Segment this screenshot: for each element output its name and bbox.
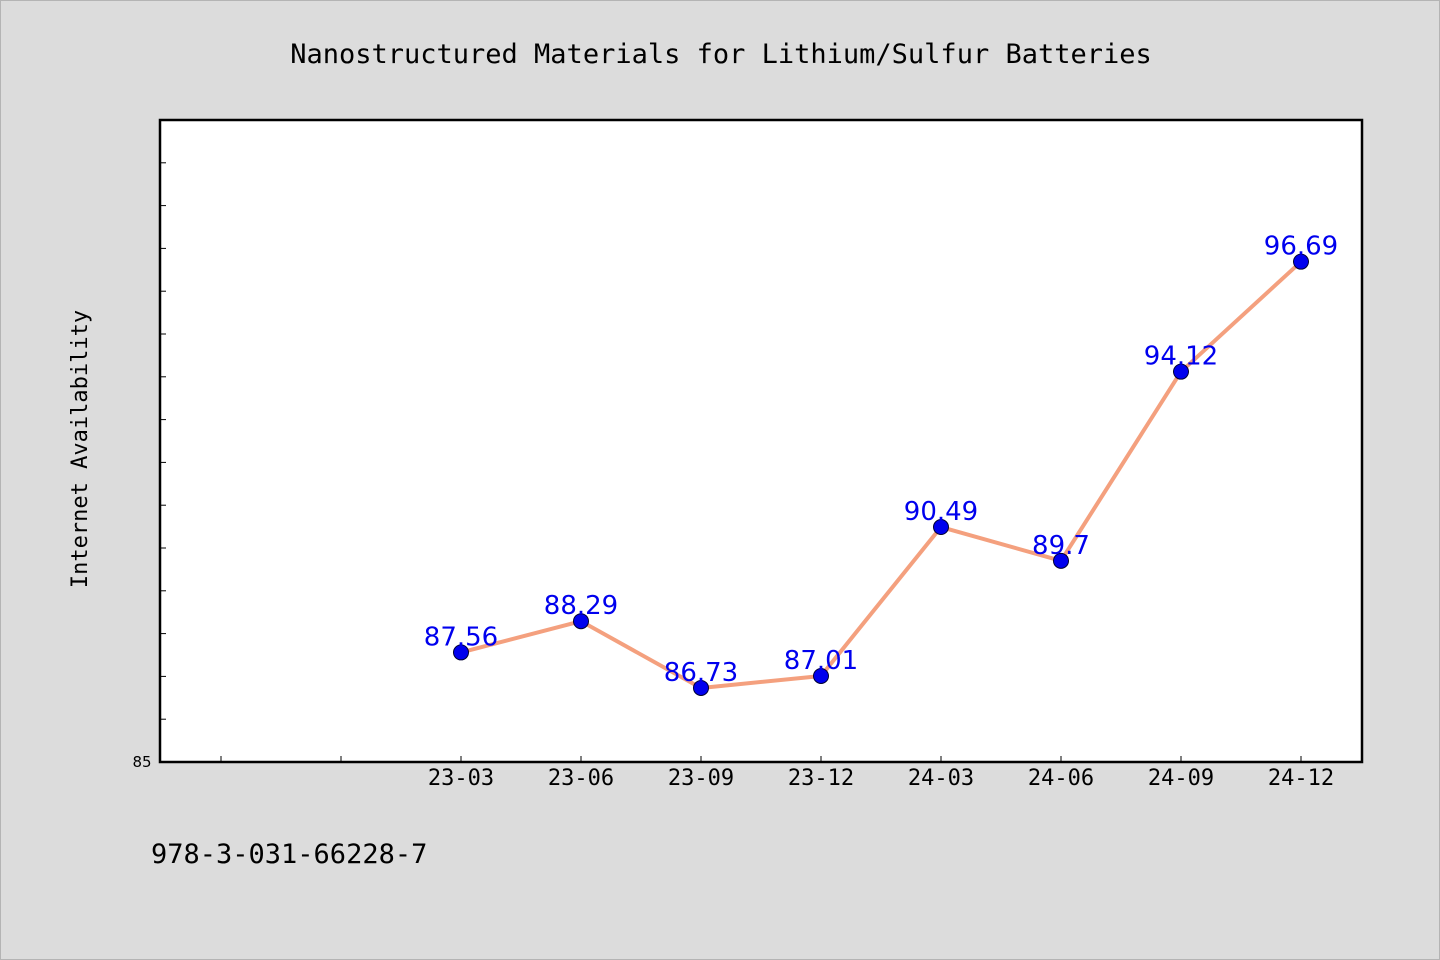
x-tick-label: 24-03 — [908, 766, 974, 791]
data-label: 87.56 — [424, 622, 498, 652]
data-point — [453, 644, 469, 661]
data-label: 88.29 — [544, 591, 618, 621]
chart-title: Nanostructured Materials for Lithium/Sul… — [290, 39, 1152, 70]
data-point — [693, 679, 709, 696]
x-tick-label: 24-12 — [1268, 766, 1334, 791]
x-tick-label: 23-03 — [428, 766, 494, 791]
data-point — [1053, 552, 1069, 569]
data-label: 94.12 — [1144, 342, 1218, 372]
data-point — [573, 613, 589, 630]
data-point — [813, 667, 829, 684]
x-tick-label: 23-09 — [668, 766, 734, 791]
data-label: 96.69 — [1264, 232, 1338, 262]
x-tick-label: 23-12 — [788, 766, 854, 791]
isbn-text: 978-3-031-66228-7 — [151, 839, 427, 870]
y-axis-ticks — [160, 162, 166, 763]
y-tick-label-85: 85 — [132, 753, 151, 771]
series-line — [460, 260, 1303, 690]
plot-area — [158, 118, 1364, 764]
data-label: 90.49 — [904, 497, 978, 527]
x-axis-tick-labels: 23-03 23-06 23-09 23-12 24-03 24-06 24-09 24-12 — [428, 766, 1334, 791]
data-label: 89.7 — [1032, 531, 1090, 561]
x-tick-label: 24-06 — [1028, 766, 1094, 791]
data-label: 87.01 — [784, 646, 858, 676]
data-point — [1293, 253, 1309, 270]
x-axis-ticks — [220, 756, 1302, 762]
y-axis-label: Internet Availability — [68, 310, 93, 588]
x-tick-label: 23-06 — [548, 766, 614, 791]
data-labels: 87.56 88.29 86.73 87.01 90.49 89.7 94.12 96.69 — [424, 232, 1338, 688]
data-point — [933, 519, 949, 536]
data-label: 86.73 — [664, 658, 738, 688]
x-tick-label: 24-09 — [1148, 766, 1214, 791]
series-markers — [453, 253, 1309, 696]
data-point — [1173, 363, 1189, 380]
